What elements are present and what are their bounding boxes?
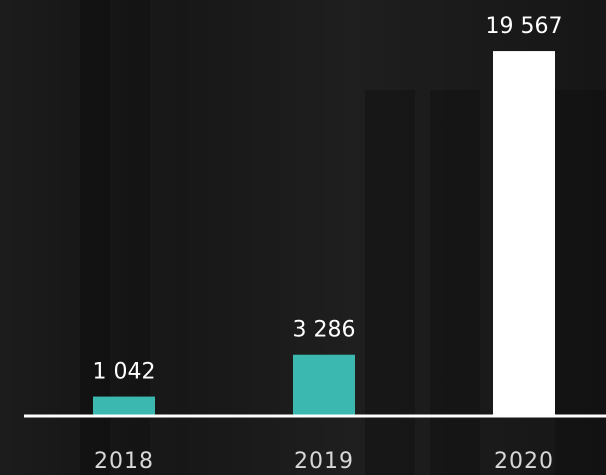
value-label: 19 567	[486, 14, 563, 39]
bar	[493, 51, 555, 417]
value-label: 1 042	[93, 360, 156, 385]
bar	[293, 354, 355, 416]
x-tick-label: 2020	[494, 449, 554, 474]
x-tick-label: 2018	[94, 449, 154, 474]
plot-area: 1 042 2018 3 286 2019 19 567 2020	[24, 14, 606, 474]
value-label: 3 286	[293, 318, 356, 343]
bar	[93, 396, 155, 416]
x-tick-label: 2019	[294, 449, 354, 474]
background-building	[80, 0, 606, 475]
